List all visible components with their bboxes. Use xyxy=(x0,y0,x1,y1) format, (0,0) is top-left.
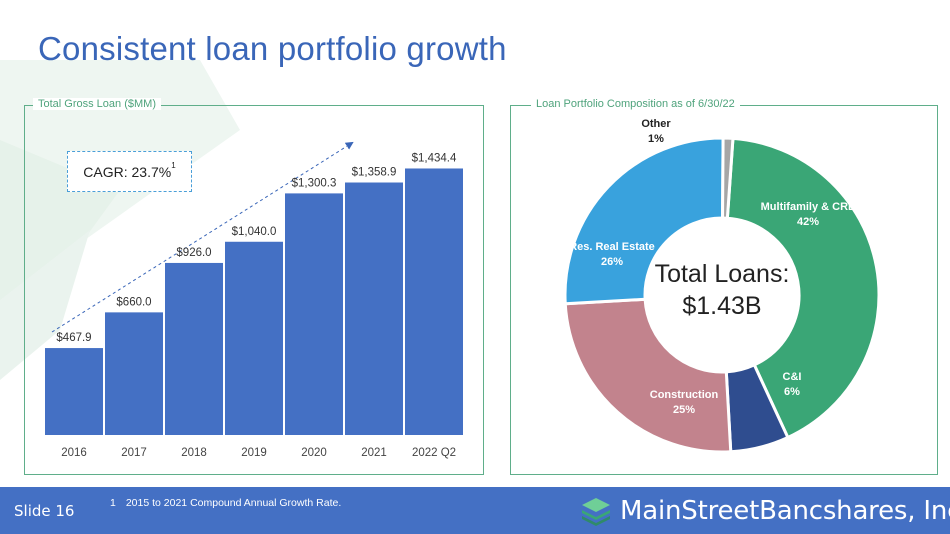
x-tick-label: 2018 xyxy=(181,447,207,459)
loan-growth-panel: Total Gross Loan ($MM) xyxy=(24,98,484,475)
cagr-annotation: CAGR: 23.7% 1 xyxy=(67,151,192,192)
slice-percent-construction: 25% xyxy=(673,404,695,416)
slice-percent-other: 1% xyxy=(648,133,664,145)
donut-slice-multifamily-cre xyxy=(725,136,881,440)
bar-value-label: $467.9 xyxy=(56,332,91,344)
bar-value-label: $926.0 xyxy=(176,247,211,259)
slice-percent-res-real-estate: 26% xyxy=(601,256,623,268)
x-tick-label: 2017 xyxy=(121,447,147,459)
cagr-footnote-marker: 1 xyxy=(171,161,176,170)
bar-2022-q2 xyxy=(405,168,463,435)
panel-label-portfolio-composition: Loan Portfolio Composition as of 6/30/22 xyxy=(531,98,740,110)
donut-slice-other xyxy=(721,136,735,220)
x-tick-label: 2020 xyxy=(301,447,327,459)
donut-center-label: Total Loans: $1.43B xyxy=(652,258,792,322)
total-loans-label: Total Loans: xyxy=(654,260,790,288)
slice-label-c-i: C&I xyxy=(783,371,802,383)
footnote-text: 2015 to 2021 Compound Annual Growth Rate… xyxy=(125,497,342,509)
bar-2017 xyxy=(105,312,163,435)
x-tick-label: 2016 xyxy=(61,447,87,459)
cagr-trend-arrow xyxy=(51,141,354,333)
footnote: 1 2015 to 2021 Compound Annual Growth Rat… xyxy=(110,497,341,509)
bar-2021 xyxy=(345,182,403,435)
slice-percent-multifamily-cre: 42% xyxy=(797,216,819,228)
slice-label-multifamily-cre: Multifamily & CRE xyxy=(761,201,856,213)
loan-growth-bar-chart: $467.9 2016 $660.0 2017 $926.0 2018 $1,040.0 20… xyxy=(45,141,463,459)
portfolio-donut-chart: Multifamily & CRE 42% C&I 6% Construction 25%… xyxy=(563,118,881,454)
portfolio-composition-panel: Loan Portfolio Composition as of 6/30/22 xyxy=(510,98,938,475)
footnote-marker: 1 xyxy=(110,497,116,509)
slide-number: Slide 16 xyxy=(14,502,75,520)
slice-percent-c-i: 6% xyxy=(784,386,800,398)
x-tick-label: 2019 xyxy=(241,447,267,459)
bar-2020 xyxy=(285,193,343,435)
bar-value-label: $1,300.3 xyxy=(292,177,337,189)
bar-value-label: $1,358.9 xyxy=(352,167,397,179)
bar-value-label: $660.0 xyxy=(116,296,151,308)
bar-2019 xyxy=(225,241,283,435)
bar-value-label: $1,040.0 xyxy=(232,226,277,238)
bar-value-label: $1,434.4 xyxy=(412,152,457,164)
bar-2018 xyxy=(165,262,223,435)
layered-stack-logo-icon xyxy=(582,498,610,526)
footer-bar: Slide 16 1 2015 to 2021 Compound Annual G… xyxy=(0,487,950,534)
x-tick-label: 2021 xyxy=(361,447,387,459)
slice-label-construction: Construction xyxy=(650,389,719,401)
bar-2016 xyxy=(45,348,103,435)
slice-label-other: Other xyxy=(641,118,671,130)
donut-slice-construction xyxy=(563,297,733,454)
brand-logo: MainStreetBancshares, Inc. xyxy=(580,493,950,529)
donut-slice-res-real-estate xyxy=(563,136,725,306)
total-loans-value: $1.43B xyxy=(682,292,762,320)
slice-label-res-real-estate: Res. Real Estate xyxy=(569,241,655,253)
slide-title: Consistent loan portfolio growth xyxy=(38,30,507,67)
cagr-label: CAGR: 23.7% xyxy=(83,163,172,180)
x-tick-label: 2022 Q2 xyxy=(412,447,456,459)
panel-label-total-gross-loan: Total Gross Loan ($MM) xyxy=(33,98,161,110)
brand-name: MainStreetBancshares, Inc. xyxy=(620,496,950,526)
